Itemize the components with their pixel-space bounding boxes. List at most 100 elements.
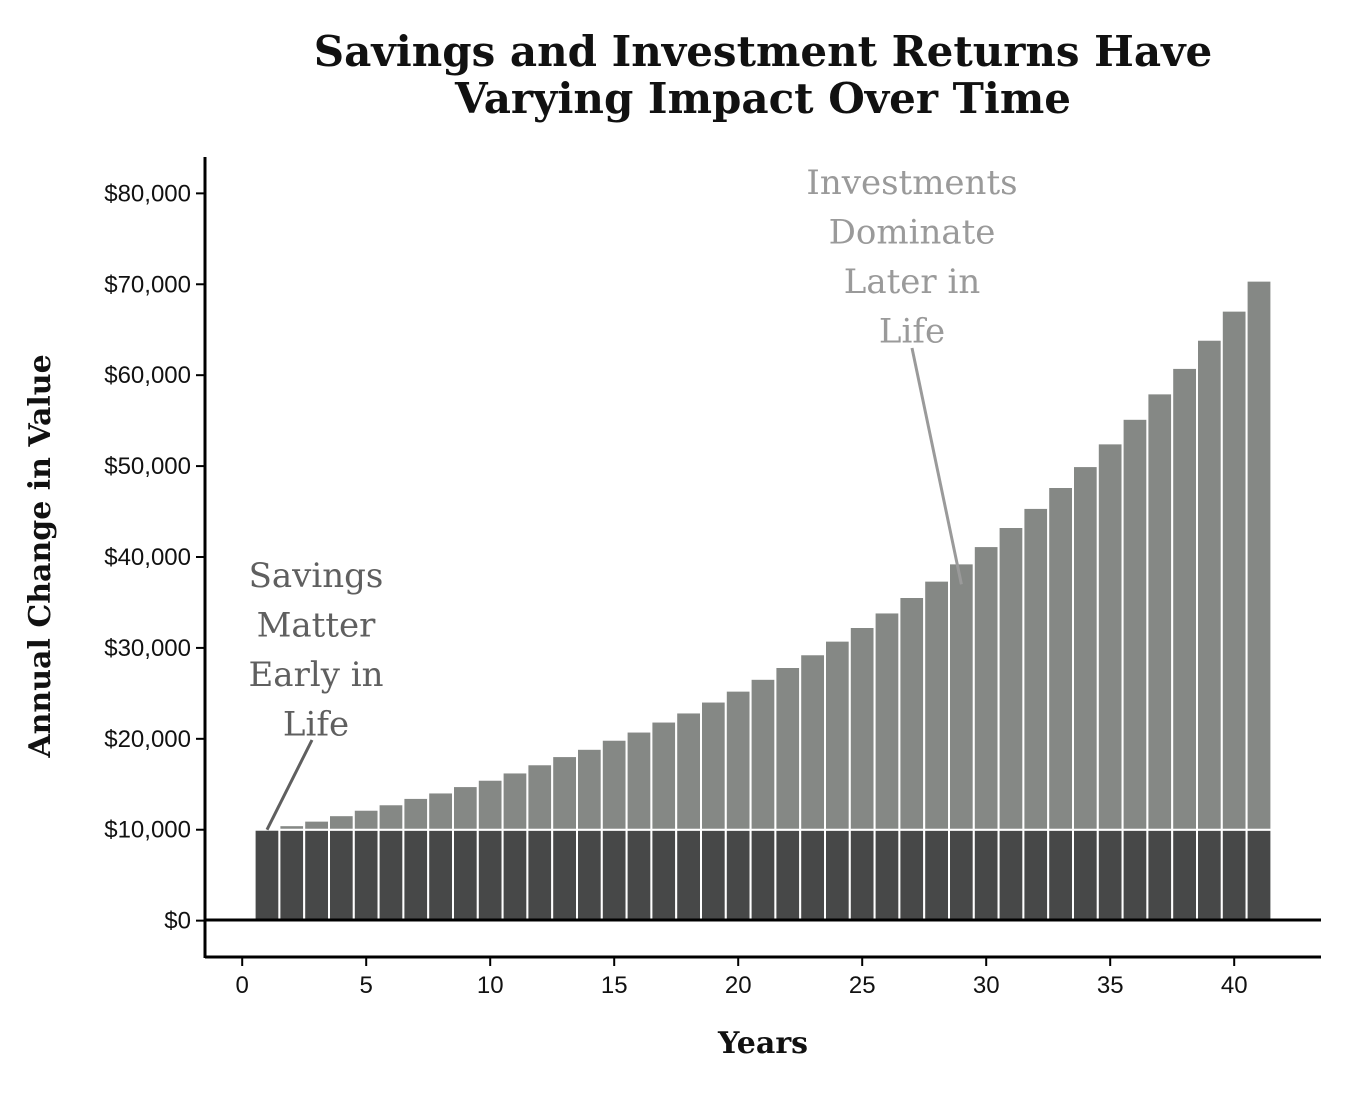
savings-bar-8 [427,828,455,922]
savings-bar-24 [824,828,851,922]
y-tick-label: $0 [164,908,191,935]
savings-bar-30 [972,828,1000,922]
investment-bar-5 [352,808,380,831]
savings-bar-5 [352,828,380,922]
savings-bar-9 [452,828,479,922]
investment-bar-15 [600,738,628,831]
investment-bar-10 [476,778,504,831]
annotation-text: Savings Matter Early in Life [248,556,383,745]
y-tick-label: $20,000 [104,726,191,753]
savings-bar-1 [253,828,281,922]
investment-bar-6 [377,803,405,831]
savings-bar-35 [1096,828,1124,922]
x-tick-label: 30 [973,972,1000,999]
savings-bar-10 [476,828,504,922]
investment-bar-4 [328,814,355,831]
savings-bar-16 [625,828,653,922]
investment-bar-21 [749,677,777,831]
savings-bar-41 [1245,828,1273,922]
savings-bar-27 [898,828,926,922]
y-tick-label: $60,000 [104,362,191,389]
savings-bar-39 [1196,828,1223,922]
investment-bar-2 [278,824,306,831]
chart-title-line-1: Savings and Investment Returns Have [314,27,1212,76]
investment-bar-8 [427,791,455,831]
investment-bar-13 [551,755,579,831]
savings-bar-31 [997,828,1025,922]
investment-bar-34 [1072,465,1099,831]
savings-bar-40 [1220,828,1248,922]
savings-bar-13 [551,828,579,922]
investment-bar-25 [848,626,876,831]
investment-bar-24 [824,639,851,831]
savings-bar-25 [848,828,876,922]
investment-bar-26 [873,611,901,831]
savings-bar-15 [600,828,628,922]
savings-bar-3 [303,828,331,922]
savings-bar-29 [948,828,975,922]
x-tick-label: 15 [601,972,628,999]
annotation-line: Matter [257,606,377,646]
investment-bar-17 [650,720,678,831]
savings-bar-19 [700,828,727,922]
investment-bar-11 [501,771,529,831]
investment-bar-38 [1171,366,1198,831]
investment-bar-14 [576,747,603,831]
savings-bar-34 [1072,828,1099,922]
investment-bar-33 [1047,486,1074,831]
investment-bar-30 [972,545,1000,831]
savings-bar-12 [526,828,554,922]
x-tick-label: 25 [849,972,876,999]
x-ticks: 0 5 10 15 20 25 30 35 40 [236,957,1248,999]
y-axis-title: Annual Change in Value [23,354,58,758]
investment-bar-35 [1096,442,1124,831]
savings-bar-21 [749,828,777,922]
savings-bar-4 [328,828,355,922]
savings-bar-11 [501,828,529,922]
investment-bar-27 [898,596,926,831]
investment-bar-29 [948,562,975,831]
x-tick-label: 20 [725,972,752,999]
annotation-leader-line [265,739,314,831]
investment-bar-18 [675,711,703,831]
x-tick-label: 5 [360,972,373,999]
investment-bar-40 [1220,309,1248,831]
investment-bar-7 [402,796,430,831]
y-tick-label: $50,000 [104,453,191,480]
savings-bar-32 [1022,828,1050,922]
savings-bar-22 [774,828,802,922]
investment-bar-28 [923,579,951,831]
bars-layer [253,279,1273,922]
savings-bar-20 [724,828,752,922]
y-tick-label: $80,000 [104,180,191,207]
investment-bar-32 [1022,506,1050,831]
investment-bar-19 [700,700,727,831]
investment-bar-23 [799,653,827,831]
annotation-leader-line [910,347,963,585]
x-tick-label: 10 [477,972,504,999]
savings-bar-18 [675,828,703,922]
annotation-line: Life [879,312,945,352]
investment-bar-16 [625,730,653,831]
y-tick-label: $30,000 [104,635,191,662]
savings-bar-2 [278,828,306,922]
y-tick-label: $70,000 [104,271,191,298]
annotation-line: Life [283,705,349,745]
annotation-line: Dominate [829,213,996,253]
savings-bar-28 [923,828,951,922]
x-tick-label: 40 [1221,972,1248,999]
investment-bar-36 [1121,417,1149,831]
chart-title: Savings and Investment Returns Have Vary… [314,27,1212,123]
investment-bar-31 [997,526,1025,831]
investment-bar-9 [452,785,479,831]
annotation-line: Investments [806,163,1017,203]
investment-bar-20 [724,689,752,831]
savings-bar-33 [1047,828,1074,922]
y-tick-label: $40,000 [104,544,191,571]
investment-bar-41 [1245,279,1273,831]
x-tick-label: 35 [1097,972,1124,999]
y-tick-label: $10,000 [104,817,191,844]
chart-title-line-2: Varying Impact Over Time [454,74,1071,123]
savings-bar-36 [1121,828,1149,922]
